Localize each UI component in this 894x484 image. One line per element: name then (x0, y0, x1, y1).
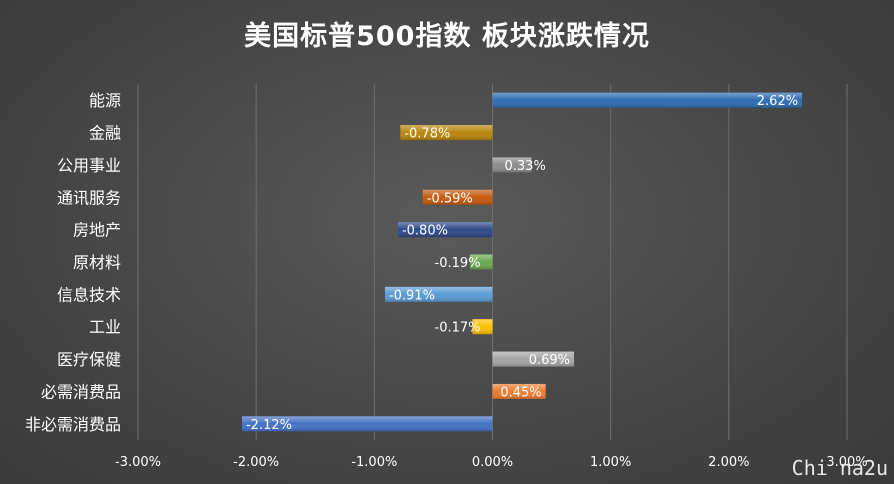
data-label: -0.80% (402, 224, 448, 239)
bar-shine (241, 416, 493, 432)
category-label: 信息技术 (57, 285, 121, 304)
bar-shine (492, 351, 575, 367)
bar-shine (384, 286, 493, 302)
data-label: -0.17% (435, 321, 481, 336)
x-tick-label: -1.00% (351, 455, 397, 470)
category-label: 医疗保健 (57, 350, 121, 369)
x-tick-label: 2.00% (708, 455, 749, 470)
category-label: 金融 (89, 124, 121, 143)
x-tick-label: -3.00% (115, 455, 161, 470)
bar-shine (492, 157, 532, 173)
category-label: 必需消费品 (41, 382, 121, 401)
data-label: 2.62% (757, 94, 798, 109)
x-tick-labels: -3.00% -2.00% -1.00% 0.00% 1.00% 2.00% 3.00% (115, 455, 868, 470)
watermark: Chi na2u (791, 456, 888, 480)
x-tick-label: 0.00% (472, 455, 513, 470)
category-label: 能源 (89, 91, 121, 110)
bar-shine (492, 383, 546, 399)
bar-shine (472, 319, 493, 335)
bar-shine (397, 222, 493, 238)
data-label: -2.12% (246, 418, 292, 433)
category-label: 非必需消费品 (25, 415, 121, 434)
chart-title: 美国标普500指数 板块涨跌情况 (244, 21, 650, 52)
data-label: -0.19% (435, 256, 481, 271)
data-label: -0.59% (427, 191, 473, 206)
category-label: 通讯服务 (57, 188, 121, 207)
x-tick-label: 3.00% (826, 455, 867, 470)
data-label: 0.33% (505, 159, 546, 174)
bar-shine (470, 254, 493, 270)
bar-shine (492, 92, 803, 108)
category-label: 房地产 (73, 221, 121, 240)
data-labels: 2.62% -0.78% 0.33% -0.59% -0.80% -0.19% -0.91%… (246, 94, 798, 433)
gridlines (137, 84, 848, 440)
bars (241, 92, 803, 432)
x-tick-label: -2.00% (233, 455, 279, 470)
bar-shine (400, 125, 493, 141)
category-label: 原材料 (73, 253, 121, 272)
category-label: 工业 (89, 318, 121, 337)
data-label: -0.91% (389, 288, 435, 303)
data-label: -0.78% (404, 127, 450, 142)
data-label: 0.45% (500, 385, 541, 400)
category-label: 公用事业 (57, 156, 121, 175)
data-label: 0.69% (529, 353, 570, 368)
bar-shine (422, 189, 493, 205)
x-tick-label: 1.00% (590, 455, 631, 470)
